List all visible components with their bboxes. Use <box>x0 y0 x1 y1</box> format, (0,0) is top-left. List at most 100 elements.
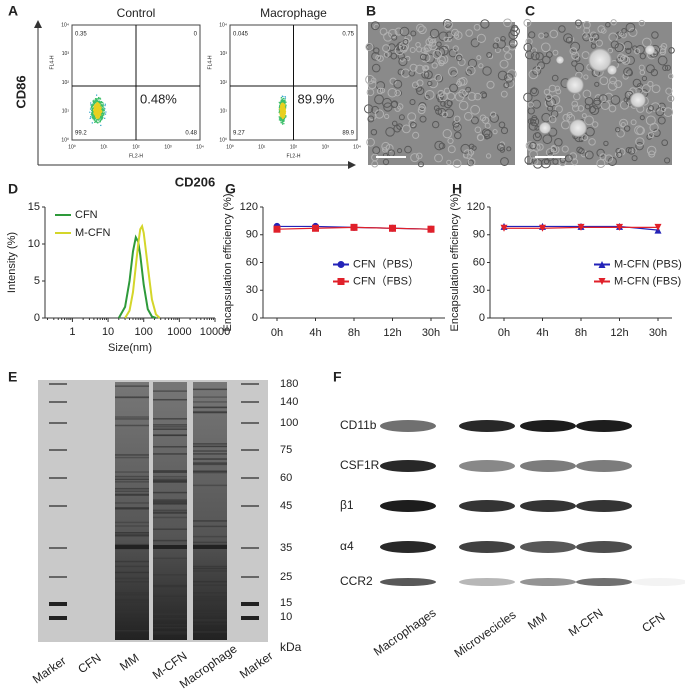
event-dot <box>93 105 95 107</box>
event-dot <box>95 120 97 122</box>
texture <box>616 129 625 138</box>
tick-label: 10² <box>220 80 228 86</box>
event-dot <box>102 103 104 105</box>
texture <box>462 149 473 159</box>
texture <box>616 151 623 158</box>
event-dot <box>281 108 283 110</box>
texture <box>471 145 477 151</box>
event-dot <box>103 107 105 109</box>
texture <box>371 63 381 73</box>
event-dot <box>91 113 93 115</box>
texture <box>465 69 472 76</box>
texture <box>604 92 614 102</box>
event-dot <box>281 123 284 125</box>
protein-band <box>115 493 149 496</box>
event-dot <box>93 117 95 119</box>
x-tick-label: 30h <box>649 327 667 339</box>
event-dot <box>90 102 92 104</box>
texture <box>531 99 542 109</box>
texture <box>409 46 416 53</box>
event-dot <box>92 100 94 102</box>
texture <box>486 52 493 58</box>
texture <box>503 82 510 89</box>
event-dot <box>102 110 104 112</box>
event-dot <box>102 102 104 104</box>
texture <box>452 45 459 52</box>
event-dot <box>281 116 283 118</box>
texture <box>442 128 452 139</box>
protein-band <box>153 528 187 530</box>
tick-label: 10² <box>132 144 140 150</box>
texture <box>527 107 535 115</box>
texture <box>583 74 589 80</box>
event-dot <box>285 104 287 106</box>
texture <box>506 146 512 152</box>
texture <box>615 126 621 133</box>
event-dot <box>97 100 99 102</box>
texture <box>591 121 599 128</box>
event-dot <box>99 108 101 111</box>
event-dot <box>284 108 286 110</box>
event-dot <box>95 116 97 118</box>
event-dot <box>98 110 101 112</box>
texture <box>436 41 442 47</box>
texture <box>416 79 424 87</box>
y-tick-label: 10 <box>28 238 40 250</box>
texture <box>601 28 607 34</box>
event-dot <box>93 115 96 118</box>
event-dot <box>280 111 282 114</box>
event-dot <box>95 102 98 105</box>
event-dot <box>92 103 94 105</box>
y-tick-label: 90 <box>473 229 485 241</box>
texture <box>367 80 377 90</box>
event-dot <box>283 98 285 100</box>
texture <box>661 139 669 147</box>
texture <box>531 88 538 94</box>
mw-label: 10 <box>280 611 292 623</box>
event-dot <box>90 104 92 106</box>
texture <box>540 158 551 169</box>
blot-band <box>576 541 632 553</box>
texture <box>431 120 440 129</box>
texture <box>542 55 551 65</box>
texture <box>658 102 666 111</box>
event-dot <box>93 108 95 110</box>
event-dot <box>281 112 283 115</box>
texture <box>418 25 427 35</box>
tick-label: 10² <box>62 80 70 86</box>
protein-band <box>153 574 187 576</box>
event-dot <box>90 113 92 116</box>
quadrant-percent: 0.48% <box>140 91 177 106</box>
panel-label: G <box>225 181 236 197</box>
event-dot <box>279 108 281 110</box>
texture <box>419 53 427 61</box>
event-dot <box>99 120 101 122</box>
tick-label: 10⁰ <box>226 144 234 150</box>
event-dot <box>90 107 92 109</box>
event-dot <box>92 111 94 113</box>
event-dot <box>100 101 102 103</box>
protein-band <box>115 560 149 563</box>
texture <box>558 158 567 167</box>
texture <box>434 140 444 151</box>
x-axis-title: Size(nm) <box>108 342 152 354</box>
event-dot <box>284 100 286 102</box>
event-dot <box>96 110 98 113</box>
texture <box>536 143 544 151</box>
texture <box>617 53 626 62</box>
event-dot <box>98 111 100 113</box>
event-dot <box>94 108 96 110</box>
vesicle <box>630 92 646 108</box>
texture <box>492 42 499 49</box>
texture <box>373 47 380 54</box>
texture <box>440 100 446 107</box>
protein-band <box>193 570 227 572</box>
blot-band <box>576 460 632 472</box>
texture <box>417 161 424 168</box>
protein-band <box>153 631 187 633</box>
texture <box>662 65 669 72</box>
event-dot <box>281 101 283 103</box>
blot-band <box>576 500 632 512</box>
texture <box>554 137 563 147</box>
texture <box>377 55 384 62</box>
